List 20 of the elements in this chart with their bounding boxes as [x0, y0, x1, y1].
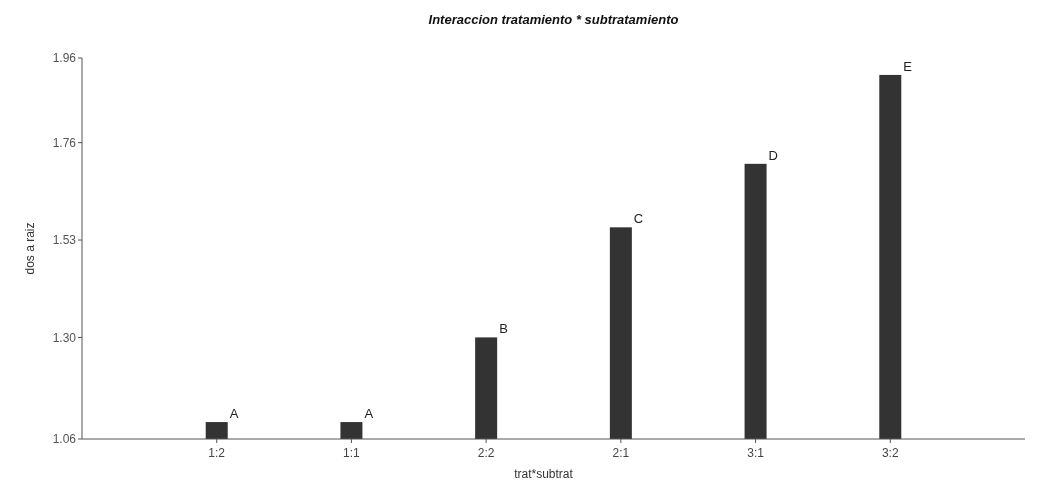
y-tick-label: 1.96 — [52, 51, 77, 66]
x-tick-label: 2:1 — [612, 446, 630, 460]
annotation: A — [229, 406, 239, 422]
annotation: C — [633, 211, 644, 227]
y-tick-label: 1.30 — [52, 330, 77, 345]
x-tick-label: 3:1 — [747, 446, 765, 460]
y-tick-label: 1.53 — [52, 233, 77, 248]
y-tick-label: 1.76 — [52, 135, 77, 150]
x-tick-label: 1:2 — [208, 446, 226, 460]
y-tick-label: 1.06 — [52, 432, 77, 447]
y-axis-title: dos a raiz — [23, 222, 37, 275]
annotation: A — [364, 406, 374, 422]
x-axis-title: trat*subtrat — [514, 467, 574, 481]
annotation: D — [768, 147, 778, 163]
annotation: B — [499, 321, 508, 337]
x-tick-label: 2:2 — [477, 446, 495, 460]
chart-title: Interaccion tratamiento * subtratamiento — [428, 12, 679, 27]
x-tick-label: 3:2 — [881, 446, 899, 460]
annotation: E — [903, 58, 913, 74]
x-tick-label: 1:1 — [343, 446, 361, 460]
